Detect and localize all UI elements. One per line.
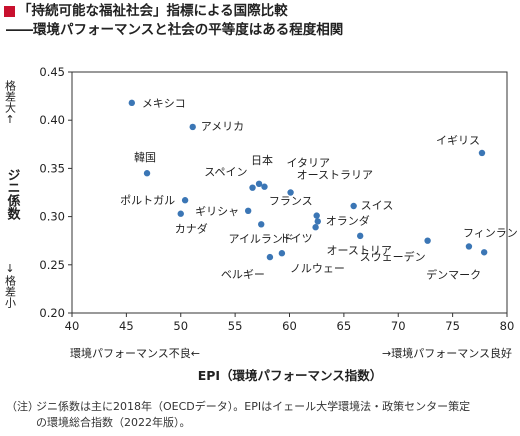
data-point-label: ノルウェー	[290, 262, 345, 275]
x-tick-label: 40	[65, 319, 80, 333]
data-point-label: オーストリア	[326, 244, 391, 257]
x-axis-title: EPI（環境パフォーマンス指数）	[198, 368, 383, 383]
y-tick-label: 0.30	[39, 210, 65, 224]
data-point	[177, 210, 184, 217]
x-tick-label: 75	[445, 319, 460, 333]
data-point	[424, 237, 431, 244]
data-point	[478, 149, 486, 157]
y-tick-label: 0.35	[39, 161, 65, 175]
title-line2: ――環境パフォーマンスと社会の平等度はある程度相関	[6, 22, 344, 38]
footnote-line1: ジニ係数は主に2018年（OECDデータ）。EPIはイェール大学環境法・政策セン…	[36, 400, 471, 413]
data-point	[181, 197, 189, 204]
data-point-label: オランダ	[326, 213, 370, 227]
x-tick-label: 80	[500, 319, 515, 333]
x-tick-label: 65	[337, 319, 352, 333]
y-bottom-note: ↓格差小	[4, 262, 17, 309]
data-point-label: アイルランド	[228, 232, 293, 245]
y-tick-label: 0.45	[39, 65, 65, 79]
chart-title: 「持続可能な福祉社会」指標による国際比較 ――環境パフォーマンスと社会の平等度は…	[4, 2, 516, 40]
title-line1: 「持続可能な福祉社会」指標による国際比較	[18, 3, 288, 19]
data-point-label: ドイツ	[280, 232, 313, 245]
y-tick-label: 0.40	[39, 113, 65, 127]
x-tick-label: 60	[282, 319, 297, 333]
data-point-label: フィンランド	[463, 226, 520, 239]
data-point	[258, 221, 265, 228]
data-point-label: スペイン	[204, 166, 247, 179]
x-left-note: 環境パフォーマンス不良←	[70, 346, 200, 360]
data-point-label: カナダ	[175, 222, 208, 236]
x-tick-label: 45	[119, 319, 134, 333]
x-right-note: →環境パフォーマンス良好	[382, 346, 512, 360]
data-point-label: アメリカ	[201, 120, 244, 133]
footnote-line2: の環境総合指数（2022年版）。	[36, 416, 191, 429]
data-point	[312, 224, 319, 231]
x-tick-label: 70	[391, 319, 406, 333]
title-marker	[4, 6, 15, 17]
data-point	[480, 249, 488, 256]
data-point-label: スイス	[361, 199, 394, 212]
data-point	[261, 183, 268, 190]
data-point	[189, 123, 196, 131]
data-point-label: 日本	[251, 153, 273, 167]
footnote: （注） ジニ係数は主に2018年（OECDデータ）。EPIはイェール大学環境法・…	[6, 399, 516, 431]
data-point	[143, 170, 151, 177]
x-tick-label: 50	[173, 319, 188, 333]
data-point-label: ベルギー	[221, 268, 265, 281]
data-point	[356, 232, 364, 240]
data-point	[287, 189, 294, 196]
data-point	[314, 218, 321, 225]
y-tick-label: 0.20	[39, 306, 65, 320]
data-point-label: デンマーク	[426, 267, 481, 281]
data-point	[255, 180, 263, 188]
data-point-label: ポルトガル	[120, 194, 175, 207]
footnote-tag: （注）	[6, 400, 39, 413]
data-point	[350, 202, 357, 210]
y-axis-title: ジニ係数	[5, 168, 21, 221]
data-point-label: イギリス	[436, 134, 480, 147]
y-tick-label: 0.25	[39, 258, 65, 272]
data-point	[278, 250, 286, 257]
data-point-label: 韓国	[134, 151, 156, 164]
data-point-label: ギリシャ	[195, 205, 239, 218]
data-point	[313, 212, 320, 219]
data-point	[266, 253, 274, 261]
data-point-label: スウェーデン	[360, 250, 426, 264]
data-point-label: オーストラリア	[297, 169, 373, 182]
x-tick-label: 55	[228, 319, 243, 333]
data-point-label: メキシコ	[142, 97, 186, 110]
data-point-label: イタリア	[286, 157, 330, 170]
data-point	[244, 207, 252, 215]
data-point	[249, 184, 256, 191]
data-point-label: フランス	[269, 195, 313, 208]
y-top-note: 格差大↑	[4, 79, 17, 126]
data-point	[465, 243, 473, 250]
data-point	[128, 99, 136, 107]
